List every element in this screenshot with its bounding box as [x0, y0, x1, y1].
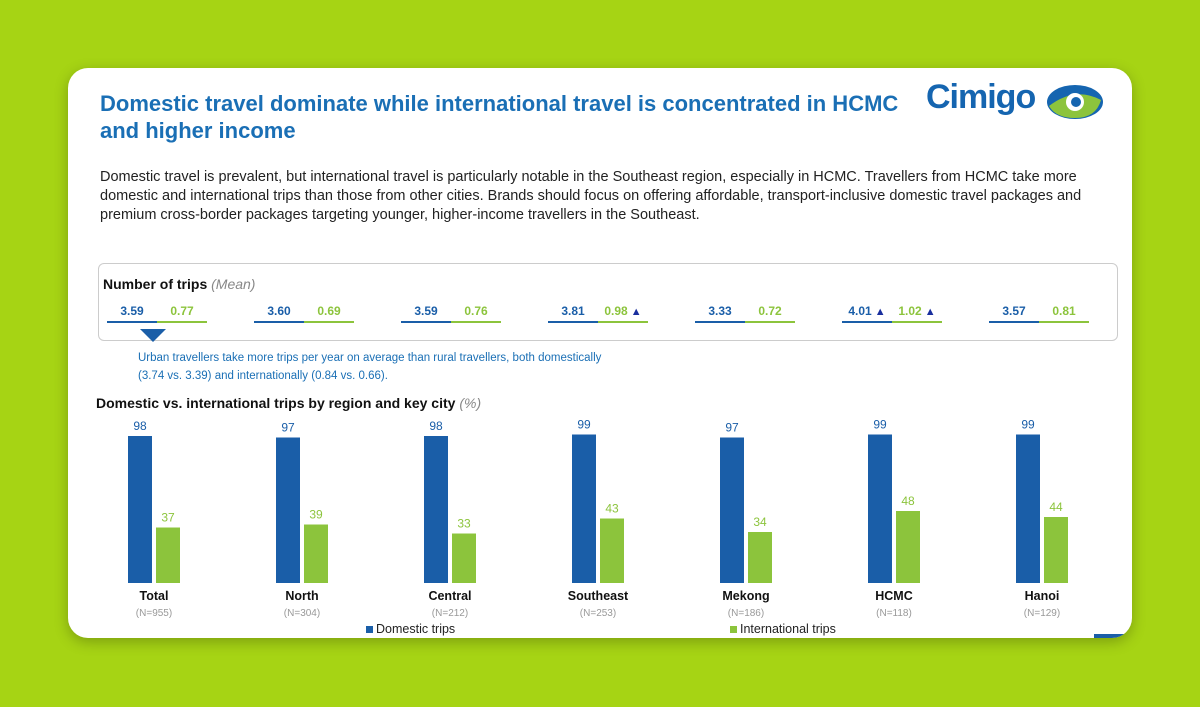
bar-value-label: 34 — [753, 515, 767, 529]
eye-logo-icon — [1047, 85, 1103, 119]
corner-accent — [1094, 634, 1132, 638]
chart-title-text: Domestic vs. international trips by regi… — [96, 395, 456, 411]
bar-chart: 98 37 Total (N=955) 97 39 North (N=304) 98 33 Cent… — [128, 418, 1068, 619]
bar-domestic — [720, 437, 744, 583]
bar-value-label: 99 — [577, 418, 591, 432]
slide-title: Domestic travel dominate while internati… — [100, 91, 899, 143]
bar-value-label: 37 — [161, 511, 175, 525]
slide-card: Domestic travel dominate while internati… — [68, 68, 1132, 638]
sample-size-label: (N=129) — [1024, 608, 1060, 619]
category-label: Mekong — [722, 589, 769, 603]
logo-text: Cimigo — [926, 78, 1036, 116]
bar-international — [304, 524, 328, 583]
mean-international: 0.81 — [1039, 304, 1089, 323]
category-label: Hanoi — [1025, 589, 1060, 603]
bar-domestic — [424, 436, 448, 583]
mean-domestic: 3.57 — [989, 304, 1039, 323]
sample-size-label: (N=253) — [580, 608, 616, 619]
up-arrow-icon: ▲ — [627, 306, 642, 318]
bar-value-label: 43 — [605, 502, 619, 516]
intro-text: Domestic travel is prevalent, but intern… — [100, 169, 1082, 223]
legend-swatch-domestic — [366, 626, 373, 633]
category-label: Central — [428, 589, 471, 603]
bar-domestic — [868, 434, 892, 583]
mean-international: 0.72 — [745, 304, 795, 323]
mean-trips-panel: Number of trips (Mean) 3.59 0.77 3.60 0.69 3… — [98, 263, 1118, 341]
sample-size-label: (N=212) — [432, 608, 468, 619]
mean-international: 1.02 ▲ — [892, 304, 942, 323]
mean-qualifier: (Mean) — [211, 276, 256, 292]
sample-size-label: (N=304) — [284, 608, 320, 619]
mean-international: 0.98 ▲ — [598, 304, 648, 323]
legend-domestic: Domestic trips — [366, 622, 455, 636]
category-label: North — [285, 589, 318, 603]
sample-size-label: (N=186) — [728, 608, 764, 619]
mean-international: 0.69 — [304, 304, 354, 323]
up-arrow-icon: ▲ — [871, 306, 886, 318]
mean-domestic: 3.60 — [254, 304, 304, 323]
bar-value-label: 97 — [725, 421, 739, 435]
bar-value-label: 48 — [901, 494, 915, 508]
mean-pair: 3.81 0.98 ▲ — [548, 304, 648, 324]
category-label: HCMC — [875, 589, 913, 603]
chart-title: Domestic vs. international trips by regi… — [96, 395, 481, 411]
mean-pair: 3.57 0.81 — [989, 304, 1089, 324]
mean-pair: 3.60 0.69 — [254, 304, 354, 324]
bar-value-label: 44 — [1049, 500, 1063, 514]
category-label: Southeast — [568, 589, 629, 603]
bar-international — [748, 532, 772, 583]
bar-domestic — [572, 434, 596, 583]
mean-domestic: 4.01 ▲ — [842, 304, 892, 323]
legend-international: International trips — [730, 622, 836, 636]
mean-pair: 4.01 ▲ 1.02 ▲ — [842, 304, 942, 324]
mean-domestic: 3.59 — [107, 304, 157, 323]
bar-international — [1044, 517, 1068, 583]
bar-international — [156, 527, 180, 583]
legend-swatch-international — [730, 626, 737, 633]
mean-international: 0.77 — [157, 304, 207, 323]
mean-pair: 3.59 0.76 — [401, 304, 501, 324]
mean-trips-title: Number of trips (Mean) — [103, 276, 255, 292]
mean-international: 0.76 — [451, 304, 501, 323]
bar-value-label: 98 — [133, 419, 147, 433]
mean-domestic: 3.81 — [548, 304, 598, 323]
sample-size-label: (N=118) — [876, 608, 912, 619]
mean-title-text: Number of trips — [103, 276, 208, 292]
mean-domestic: 3.59 — [401, 304, 451, 323]
bar-domestic — [1016, 434, 1040, 583]
bar-domestic — [128, 436, 152, 583]
mean-domestic: 3.33 — [695, 304, 745, 323]
category-label: Total — [140, 589, 169, 603]
mean-pair: 3.59 0.77 — [107, 304, 207, 324]
bar-international — [600, 518, 624, 583]
up-arrow-icon: ▲ — [921, 306, 936, 318]
legend-label: International trips — [740, 622, 836, 636]
sample-size-label: (N=955) — [136, 608, 172, 619]
bar-international — [896, 511, 920, 583]
bar-value-label: 99 — [873, 418, 887, 432]
bar-domestic — [276, 437, 300, 583]
cimigo-logo: Cimigo — [926, 78, 1106, 122]
legend-label: Domestic trips — [376, 622, 456, 636]
bar-value-label: 98 — [429, 419, 443, 433]
urban-rural-note: Urban travellers take more trips per yea… — [138, 352, 602, 382]
chart-unit: (%) — [459, 395, 482, 411]
bar-value-label: 97 — [281, 421, 295, 435]
bar-value-label: 99 — [1021, 418, 1035, 432]
mean-pair: 3.33 0.72 — [695, 304, 795, 324]
bar-value-label: 33 — [457, 517, 471, 531]
bar-value-label: 39 — [309, 508, 323, 522]
bar-international — [452, 533, 476, 583]
pointer-triangle-icon — [140, 329, 166, 342]
